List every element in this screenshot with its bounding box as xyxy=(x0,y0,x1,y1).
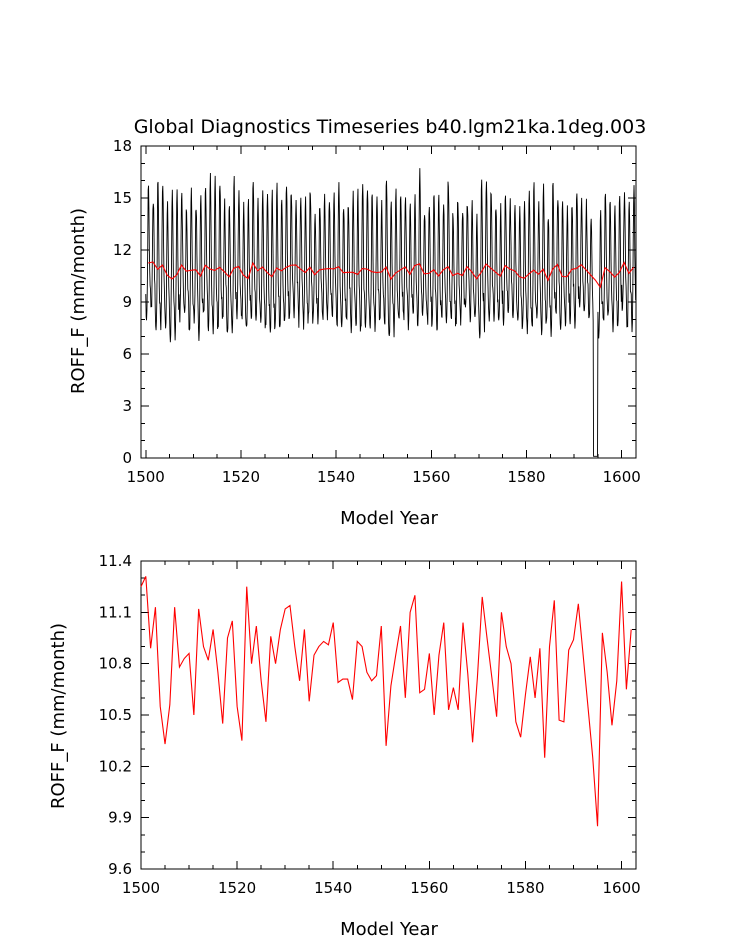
bottom-y-tick-label: 11.1 xyxy=(99,603,132,621)
bottom-panel: 1500 1520 1540 1560 1580 1600 9.6 9.9 10.2 10.5 10… xyxy=(99,552,641,897)
top-x-axis-label: Model Year xyxy=(340,508,438,529)
bottom-annual-mean-line xyxy=(140,576,632,827)
top-y-tick-label: 6 xyxy=(122,345,132,363)
bottom-y-tick-label: 11.4 xyxy=(99,552,132,570)
top-x-tick-label: 1560 xyxy=(412,468,450,486)
top-y-tick-label: 15 xyxy=(113,189,132,207)
chart-title: Global Diagnostics Timeseries b40.lgm21k… xyxy=(134,116,647,138)
bottom-x-axis-label: Model Year xyxy=(340,919,438,940)
top-y-tick-label: 0 xyxy=(122,449,132,467)
bottom-y-tick-label: 10.2 xyxy=(99,757,132,775)
bottom-x-tick-label: 1600 xyxy=(602,879,640,897)
top-y-tick-label: 12 xyxy=(113,241,132,259)
top-y-tick-label: 3 xyxy=(122,397,132,415)
bottom-x-tick-label: 1560 xyxy=(410,879,448,897)
top-x-tick-label: 1600 xyxy=(603,468,641,486)
bottom-y-tick-label: 10.8 xyxy=(99,655,132,673)
bottom-y-tick-label: 9.9 xyxy=(108,809,132,827)
top-y-tick-label: 9 xyxy=(122,293,132,311)
bottom-x-tick-label: 1500 xyxy=(122,879,160,897)
top-x-tick-label: 1500 xyxy=(127,468,165,486)
bottom-y-tick-label: 10.5 xyxy=(99,706,132,724)
top-annual-mean-line xyxy=(148,261,635,289)
bottom-y-tick-label: 9.6 xyxy=(108,860,132,878)
top-x-tick-label: 1520 xyxy=(222,468,260,486)
top-panel: 1500 1520 1540 1560 1580 1600 0 3 6 9 12 15 18 xyxy=(113,137,641,486)
top-y-axis-label: ROFF_F (mm/month) xyxy=(68,208,89,394)
top-y-tick-label: 18 xyxy=(113,137,132,155)
top-x-tick-label: 1580 xyxy=(507,468,545,486)
top-monthly-series-line xyxy=(145,168,637,457)
bottom-y-axis-label: ROFF_F (mm/month) xyxy=(48,623,69,809)
bottom-x-tick-label: 1540 xyxy=(314,879,352,897)
bottom-x-tick-label: 1520 xyxy=(218,879,256,897)
top-x-tick-label: 1540 xyxy=(317,468,355,486)
bottom-x-tick-label: 1580 xyxy=(506,879,544,897)
